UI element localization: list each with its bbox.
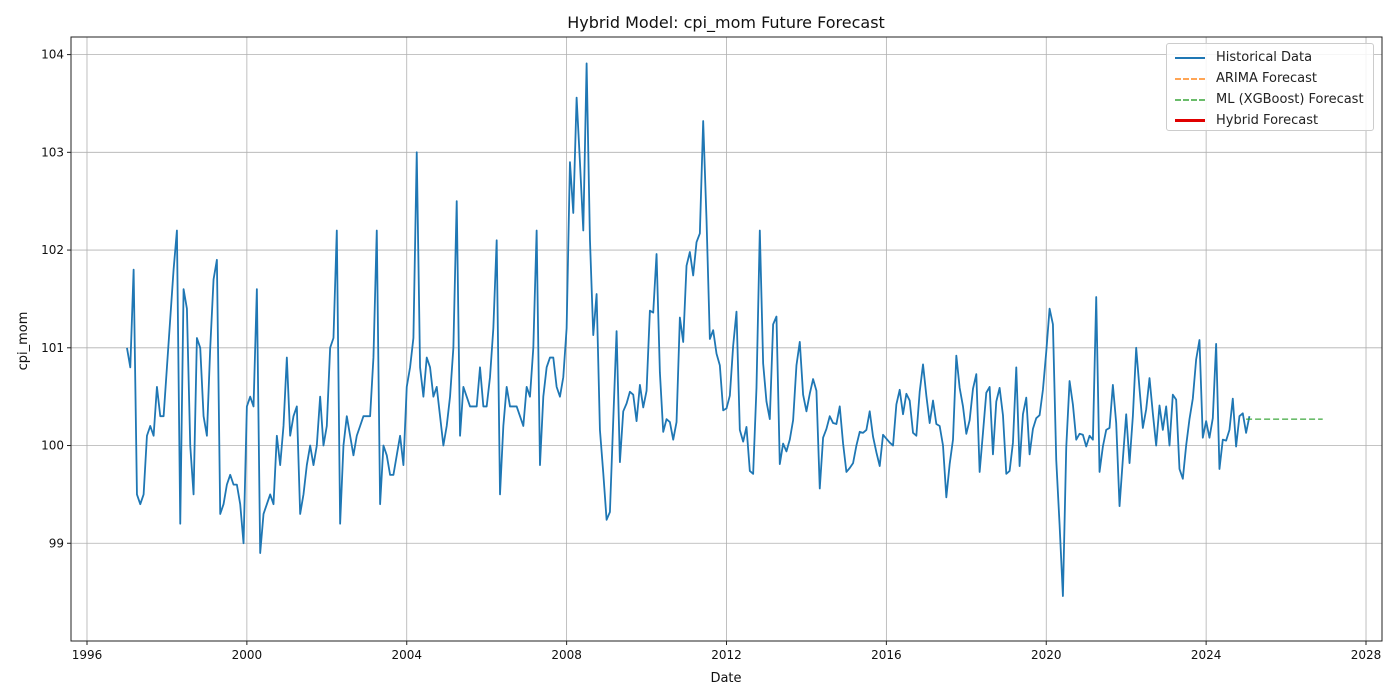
legend-label-arima: ARIMA Forecast: [1216, 71, 1318, 86]
x-tick-label: 2012: [711, 648, 742, 662]
chart-title: Hybrid Model: cpi_mom Future Forecast: [567, 13, 885, 33]
x-tick-label: 2008: [551, 648, 582, 662]
y-tick-label: 100: [41, 439, 64, 453]
x-tick-label: 2004: [391, 648, 422, 662]
legend-swatch-arima: [1175, 77, 1205, 80]
y-axis-label: cpi_mom: [16, 312, 31, 371]
y-tick-label: 101: [41, 341, 64, 355]
legend-swatch-ml: [1175, 98, 1205, 101]
grid: [71, 37, 1382, 641]
axis-ticks: 1996 2000 2004 2008 2012 2016 2020 2024 2028 99 10…: [41, 48, 1381, 662]
legend-swatch-hybrid: [1175, 119, 1205, 122]
y-tick-label: 104: [41, 48, 64, 62]
y-tick-label: 99: [49, 536, 64, 550]
legend-item-historical: Historical Data: [1175, 47, 1365, 68]
x-axis-label: Date: [710, 671, 741, 686]
legend-item-hybrid: Hybrid Forecast: [1175, 110, 1365, 131]
x-tick-label: 2020: [1031, 648, 1062, 662]
series-layer: [126, 62, 1323, 597]
legend: Historical Data ARIMA Forecast ML (XGBoo…: [1166, 43, 1374, 131]
legend-label-historical: Historical Data: [1216, 50, 1313, 65]
series-line-historical-data: [126, 62, 1251, 597]
y-tick-label: 103: [41, 145, 64, 159]
legend-item-ml: ML (XGBoost) Forecast: [1175, 89, 1365, 110]
legend-item-arima: ARIMA Forecast: [1175, 68, 1365, 89]
legend-swatch-historical: [1175, 56, 1205, 59]
x-tick-label: 1996: [72, 648, 103, 662]
x-tick-label: 2000: [232, 648, 263, 662]
y-tick-label: 102: [41, 243, 64, 257]
x-tick-label: 2028: [1351, 648, 1382, 662]
x-tick-label: 2024: [1191, 648, 1222, 662]
legend-label-ml: ML (XGBoost) Forecast: [1216, 92, 1364, 107]
legend-label-hybrid: Hybrid Forecast: [1216, 113, 1319, 128]
x-tick-label: 2016: [871, 648, 902, 662]
